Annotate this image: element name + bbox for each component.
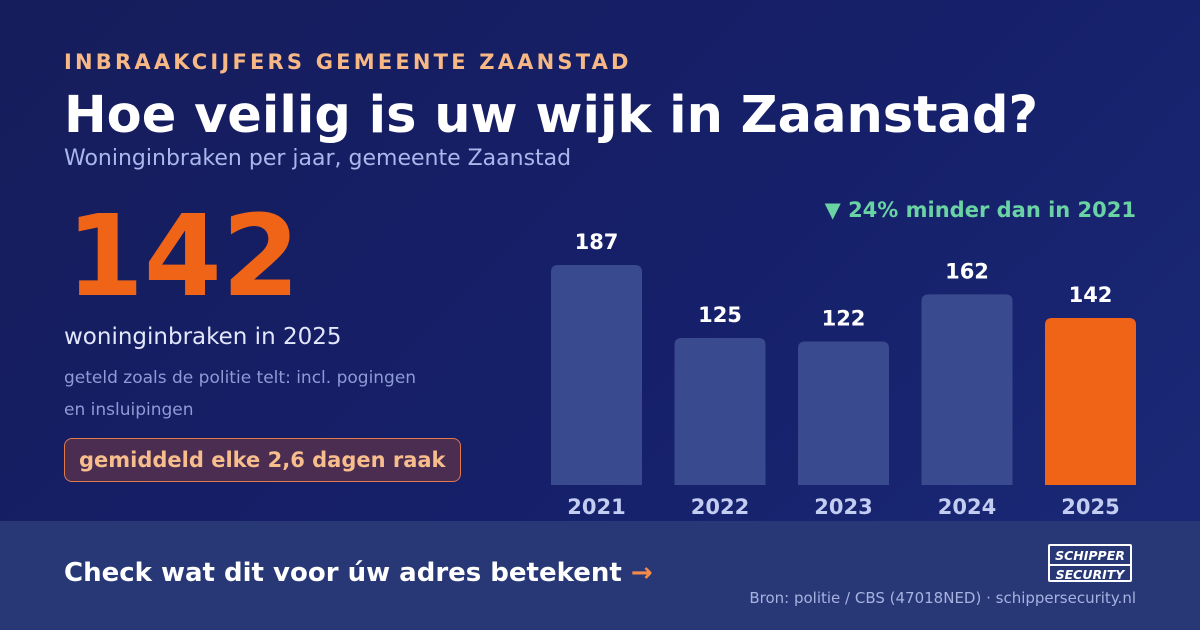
eyebrow-label: INBRAAKCIJFERS GEMEENTE ZAANSTAD xyxy=(64,50,632,74)
tick-label-2024: 2024 xyxy=(938,495,996,519)
data-label-2021: 187 xyxy=(575,230,619,254)
data-label-2025: 142 xyxy=(1069,283,1113,307)
trend-delta: ▼ 24% minder dan in 2021 xyxy=(824,198,1136,222)
cta-text: Check wat dit voor úw adres betekent xyxy=(64,558,622,588)
highlight-note: geteld zoals de politie telt: incl. pogi… xyxy=(64,368,417,420)
frequency-pill: gemiddeld elke 2,6 dagen raak xyxy=(64,438,461,482)
tick-label-2023: 2023 xyxy=(814,495,872,519)
tick-label-2025: 2025 xyxy=(1061,495,1119,519)
page-title: Hoe veilig is uw wijk in Zaanstad? xyxy=(64,86,1039,145)
bar-2022 xyxy=(674,337,766,485)
bar-2025 xyxy=(1045,317,1136,485)
tick-label-2021: 2021 xyxy=(567,495,625,519)
logo-divider xyxy=(1050,564,1130,566)
highlight-number: 142 xyxy=(66,192,300,322)
data-label-2022: 125 xyxy=(698,303,742,327)
bar-2023 xyxy=(798,341,889,485)
data-label-2024: 162 xyxy=(945,259,989,283)
bar-2024 xyxy=(921,294,1013,485)
tick-label-2022: 2022 xyxy=(691,495,749,519)
logo-text-top: SCHIPPER xyxy=(1055,548,1125,563)
brand-logo: SCHIPPER SECURITY xyxy=(1048,544,1132,582)
page-subtitle: Woninginbraken per jaar, gemeente Zaanst… xyxy=(64,146,572,171)
arrow-right-icon: → xyxy=(630,558,653,588)
cta-link[interactable]: Check wat dit voor úw adres betekent → xyxy=(64,558,653,588)
bar-chart: 187 2021 125 2022 122 2023 162 2024 142 2025 xyxy=(551,230,1136,519)
bar-2021 xyxy=(551,265,642,485)
logo-text-bottom: SECURITY xyxy=(1055,566,1125,582)
footer-bar: Check wat dit voor úw adres betekent → S… xyxy=(0,521,1200,630)
source-credit: Bron: politie / CBS (47018NED) · schippe… xyxy=(749,589,1136,607)
data-label-2023: 122 xyxy=(822,306,866,330)
highlight-caption: woninginbraken in 2025 xyxy=(64,324,342,350)
